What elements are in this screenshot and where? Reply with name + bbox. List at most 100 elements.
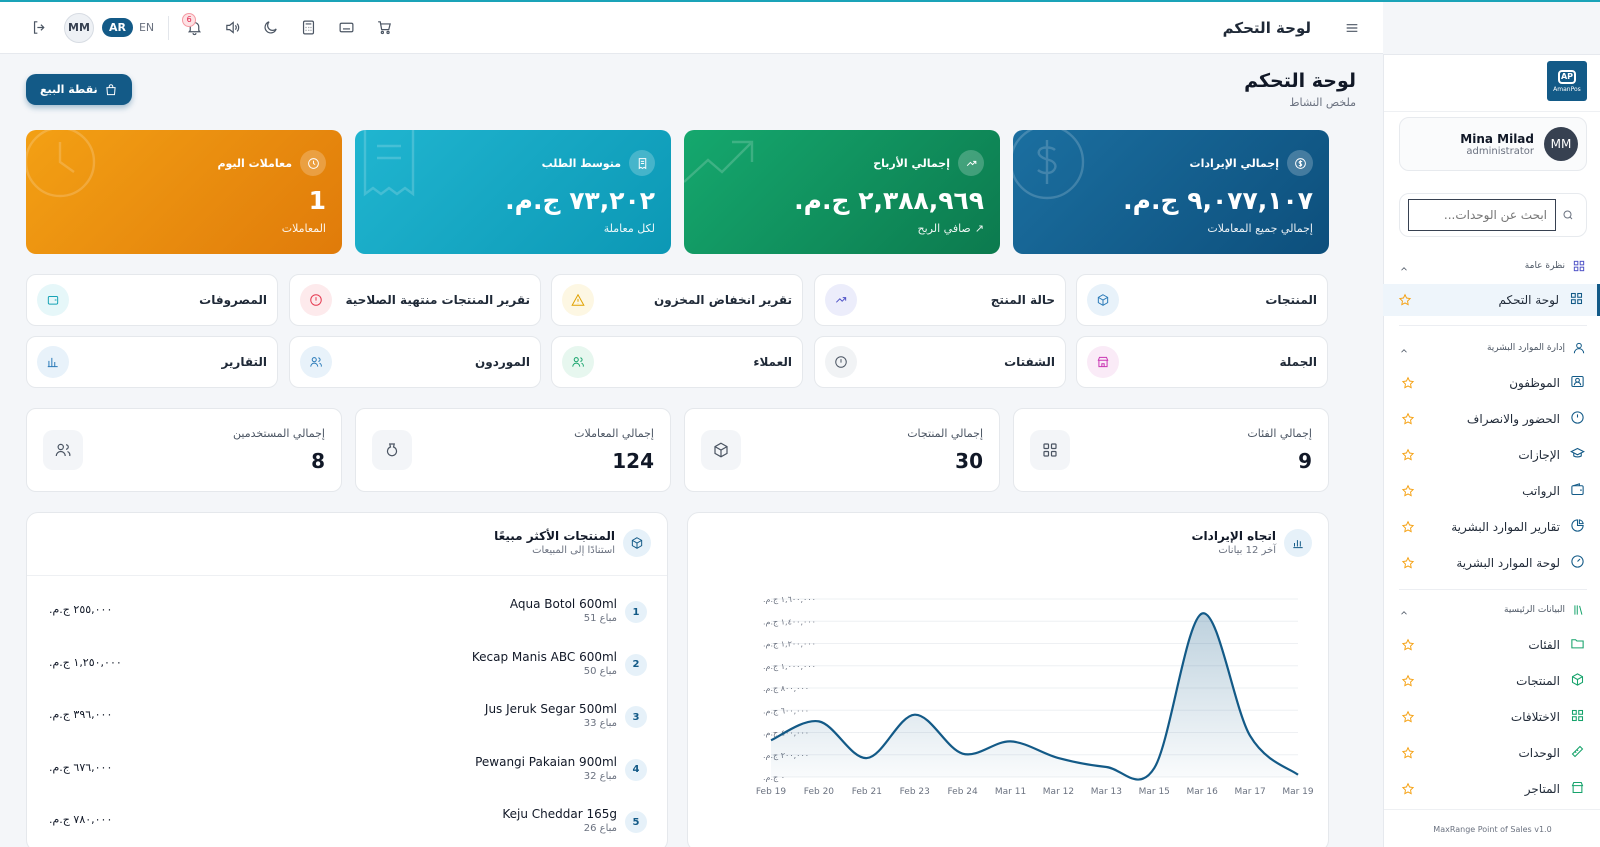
section-master-data[interactable]: البيانات الرئيسية: [1399, 599, 1587, 621]
product-rank: 4: [625, 758, 647, 781]
user-avatar[interactable]: MM: [64, 12, 94, 43]
star-icon[interactable]: [1401, 555, 1416, 570]
section-hr[interactable]: إدارة الموارد البشرية: [1399, 337, 1587, 359]
chevron-up-icon[interactable]: [1399, 259, 1413, 273]
app-logo[interactable]: AP AmanPos: [1547, 61, 1587, 101]
sidebar-item-variants[interactable]: الاختلافات: [1399, 701, 1587, 733]
mini-stat-value: 9: [1298, 449, 1312, 473]
product-row[interactable]: 3 Jus Jeruk Segar 500ml 33 مباع ٣٩٦,٠٠٠ ج.م…: [49, 698, 647, 738]
sidebar-item-employees[interactable]: الموظفون: [1399, 367, 1587, 399]
star-icon[interactable]: [1401, 745, 1416, 760]
x-tick-label: Feb 21: [852, 787, 882, 797]
chevron-up-icon[interactable]: [1399, 341, 1413, 355]
sidebar-item-units[interactable]: الوحدات: [1399, 737, 1587, 769]
mini-stat-label: إجمالي المستخدمين: [233, 427, 325, 440]
cart-icon[interactable]: [367, 11, 401, 45]
sidebar-item-payroll[interactable]: الرواتب: [1399, 475, 1587, 507]
star-icon[interactable]: [1401, 411, 1416, 426]
x-tick-label: Mar 15: [1139, 787, 1170, 797]
star-icon[interactable]: [1401, 447, 1416, 462]
wallet-icon: [37, 284, 69, 316]
product-rank: 3: [625, 706, 647, 728]
quick-link-wholesale[interactable]: الجملة: [1076, 336, 1328, 388]
calculator-icon[interactable]: [291, 11, 325, 45]
mini-stat-value: 30: [955, 449, 983, 473]
sidebar-item-label: الإجازات: [1518, 448, 1560, 462]
star-icon[interactable]: [1401, 483, 1416, 498]
sidebar-item-leaves[interactable]: الإجازات: [1399, 439, 1587, 471]
star-icon[interactable]: [1401, 375, 1416, 390]
sidebar-item-categories[interactable]: الفئات: [1399, 629, 1587, 661]
product-row[interactable]: 2 Kecap Manis ABC 600ml 50 مباع ١,٢٥٠,٠٠٠ ج…: [49, 646, 647, 686]
sidebar-item-label: الحضور والانصراف: [1466, 412, 1560, 426]
sidebar: AP AmanPos Mina Milad administrator MM ن…: [1383, 54, 1600, 847]
cube-icon: [701, 430, 741, 470]
mini-stat-transactions: إجمالي المعاملات 124: [355, 408, 671, 492]
grid-icon: [1030, 430, 1070, 470]
module-search-input[interactable]: [1408, 199, 1556, 231]
mini-stat-value: 8: [311, 449, 325, 473]
quick-link-customers[interactable]: العملاء: [551, 336, 803, 388]
keyboard-icon[interactable]: [329, 11, 363, 45]
page-title: لوحة التحكم: [1244, 70, 1356, 92]
menu-icon[interactable]: [1335, 11, 1369, 45]
sidebar-item-attendance[interactable]: الحضور والانصراف: [1399, 403, 1587, 435]
star-icon[interactable]: [1401, 519, 1416, 534]
bell-icon[interactable]: 6: [177, 11, 211, 45]
stat-value: ٧٣,٢٠٢ ج.م.: [505, 186, 655, 215]
y-tick-label: ١,٢٠٠,٠٠٠ ج.م.: [763, 640, 816, 649]
user-card[interactable]: Mina Milad administrator MM: [1399, 117, 1587, 171]
product-rank: 1: [625, 601, 647, 623]
quick-link-shifts[interactable]: الشفتات: [814, 336, 1066, 388]
speaker-icon[interactable]: [215, 11, 249, 45]
y-tick-label: ١,٠٠٠,٠٠٠ ج.م.: [763, 662, 816, 671]
language-switch: AR EN: [102, 18, 154, 37]
product-row[interactable]: 4 Pewangi Pakaian 900ml 32 مباع ٦٧٦,٠٠٠ ج.م…: [49, 751, 647, 791]
star-icon[interactable]: [1401, 709, 1416, 724]
lang-en-button[interactable]: EN: [138, 21, 155, 34]
main-content: لوحة التحكم ملخص النشاط نقطة البيع إجمال…: [0, 54, 1383, 847]
pos-button[interactable]: نقطة البيع: [26, 74, 132, 105]
star-icon[interactable]: [1401, 673, 1416, 688]
star-icon[interactable]: [1398, 292, 1413, 307]
sidebar-item-label: الموظفون: [1509, 376, 1560, 390]
y-tick-label: ١,٦٠٠,٠٠٠ ج.م.: [763, 595, 816, 604]
sidebar-item-products[interactable]: المنتجات: [1399, 665, 1587, 697]
quick-link-label: تقرير المنتجات منتهية الصلاحية: [345, 293, 531, 307]
panel-title: اتجاه الإيرادات: [1191, 529, 1277, 543]
moon-icon[interactable]: [253, 11, 287, 45]
sidebar-item-hr-dashboard[interactable]: لوحة الموارد البشرية: [1399, 547, 1587, 579]
product-amount: ٧٨٠,٠٠٠ ج.م.: [49, 813, 113, 826]
panel-divider: [27, 575, 667, 576]
sidebar-item-stores[interactable]: المتاجر: [1399, 773, 1587, 805]
people-icon: [300, 346, 332, 378]
quick-link-low-stock[interactable]: تقرير انخفاض المخزون: [551, 274, 803, 326]
quick-link-suppliers[interactable]: الموردون: [289, 336, 541, 388]
product-rank: 5: [625, 811, 647, 833]
sidebar-item-dashboard[interactable]: لوحة التحكم: [1383, 284, 1600, 316]
stat-card-profit: إجمالي الأرباح ٢,٣٨٨,٩٦٩ ج.م. صافي الربح…: [684, 130, 1000, 254]
id-card-icon: [1570, 374, 1585, 393]
sidebar-item-hr-reports[interactable]: تقارير الموارد البشرية: [1399, 511, 1587, 543]
lang-ar-button[interactable]: AR: [102, 18, 133, 37]
product-row[interactable]: 1 Aqua Botol 600ml 51 مباع ٢٥٥,٠٠٠ ج.م.: [49, 593, 647, 633]
sidebar-divider: [1384, 111, 1600, 112]
quick-link-reports[interactable]: التقارير: [26, 336, 278, 388]
quick-link-products[interactable]: المنتجات: [1076, 274, 1328, 326]
quick-link-expenses[interactable]: المصروفات: [26, 274, 278, 326]
quick-link-product-status[interactable]: حالة المنتج: [814, 274, 1066, 326]
section-label: البيانات الرئيسية: [1504, 605, 1565, 615]
star-icon[interactable]: [1401, 637, 1416, 652]
logout-icon[interactable]: [22, 11, 56, 45]
arrow-up-right-icon: ↗: [974, 222, 984, 235]
stat-subtitle: صافي الربح: [917, 222, 971, 235]
graduation-icon: [1570, 446, 1585, 465]
star-icon[interactable]: [1401, 781, 1416, 796]
product-amount: ١,٢٥٠,٠٠٠ ج.م.: [49, 655, 122, 669]
chevron-up-icon[interactable]: [1399, 603, 1413, 617]
section-overview[interactable]: نظرة عامة: [1399, 255, 1587, 277]
quick-link-expired[interactable]: تقرير المنتجات منتهية الصلاحية: [289, 274, 541, 326]
pie-chart-icon: [1570, 518, 1585, 537]
stat-card-revenue: إجمالي الإيرادات ٩,٠٧٧,١٠٧ ج.م. إجمالي ج…: [1013, 130, 1329, 254]
product-row[interactable]: 5 Keju Cheddar 165g 26 مباع ٧٨٠,٠٠٠ ج.م.: [49, 803, 647, 843]
